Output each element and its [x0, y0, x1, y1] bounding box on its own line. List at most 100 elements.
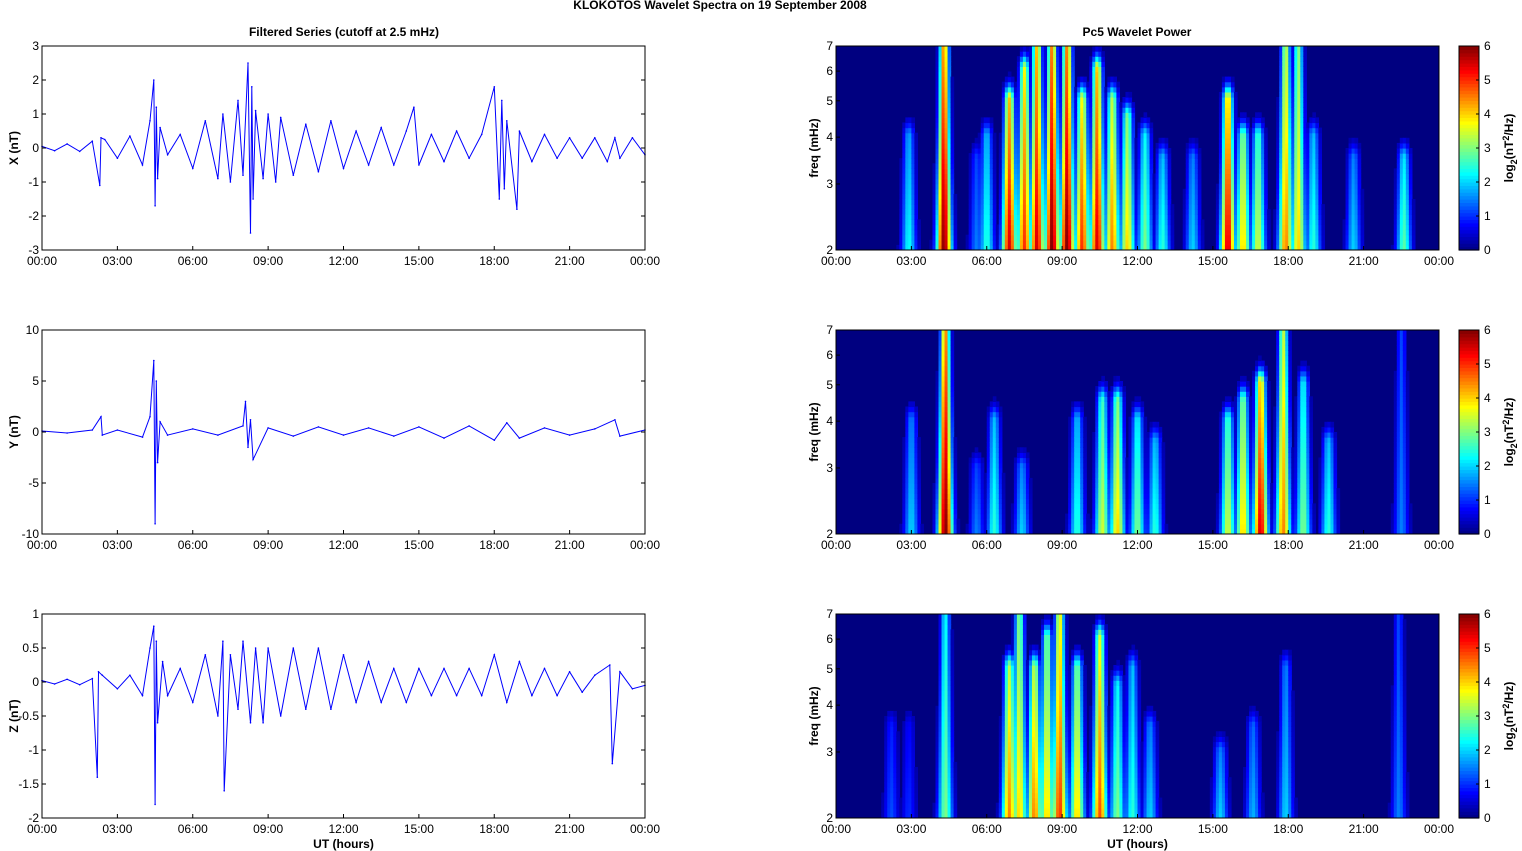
- heatmap-cell: [1243, 132, 1247, 139]
- heatmap-cell: [1101, 158, 1105, 164]
- heatmap-cell: [1025, 71, 1030, 78]
- heatmap-cell: [1297, 142, 1301, 149]
- heatmap-cell: [1068, 86, 1072, 93]
- heatmap-cell: [1221, 229, 1226, 236]
- heatmap-cell: [950, 335, 955, 341]
- heatmap-cell: [1077, 239, 1081, 246]
- heatmap-cell: [1059, 81, 1063, 88]
- heatmap-cell: [1143, 142, 1148, 149]
- heatmap-cell: [1282, 71, 1286, 78]
- heatmap-cell: [1300, 76, 1304, 83]
- heatmap-cell: [995, 432, 1000, 438]
- heatmap-cell: [1227, 142, 1232, 149]
- heatmap-cell: [992, 199, 997, 205]
- heatmap-cell: [1297, 244, 1301, 250]
- heatmap-cell: [1312, 214, 1316, 220]
- heatmap-cell: [995, 452, 1000, 459]
- heatmap-cell: [1098, 214, 1102, 220]
- heatmap-cell: [1240, 224, 1244, 231]
- heatmap-cell: [941, 386, 946, 392]
- heatmap-cell: [1288, 81, 1292, 88]
- heatmap-cell: [1264, 142, 1268, 149]
- heatmap-cell: [1155, 148, 1160, 154]
- heatmap-cell: [980, 199, 985, 205]
- heatmap-cell: [1004, 137, 1009, 144]
- heatmap-cell: [1408, 209, 1413, 215]
- data-point: [149, 415, 151, 418]
- heatmap-cell: [1034, 199, 1039, 205]
- heatmap-cell: [1028, 168, 1033, 175]
- heatmap-cell: [1095, 209, 1099, 215]
- heatmap-cell: [1227, 76, 1232, 83]
- heatmap-cell: [1038, 56, 1042, 62]
- heatmap-cell: [1396, 153, 1401, 159]
- heatmap-cell: [1086, 137, 1090, 144]
- heatmap-cell: [1019, 493, 1024, 499]
- heatmap-cell: [1010, 112, 1015, 118]
- heatmap-cell: [1107, 168, 1111, 175]
- heatmap-cell: [1098, 56, 1102, 62]
- heatmap-cell: [1038, 112, 1042, 118]
- heatmap-cell: [917, 498, 922, 504]
- heatmap-cell: [1056, 148, 1060, 154]
- heatmap-cell: [1309, 127, 1313, 134]
- heatmap-cell: [1001, 472, 1006, 479]
- heatmap-cell: [1227, 173, 1232, 180]
- heatmap-cell: [911, 472, 915, 479]
- heatmap-cell: [1025, 462, 1030, 469]
- heatmap-cell: [1294, 76, 1298, 83]
- heatmap-cell: [971, 193, 976, 200]
- heatmap-cell: [980, 467, 985, 474]
- heatmap-cell: [1059, 148, 1063, 154]
- heatmap-cell: [950, 188, 955, 195]
- heatmap-cell: [1028, 86, 1033, 93]
- heatmap-cell: [1056, 76, 1060, 83]
- heatmap-cell: [947, 483, 952, 489]
- heatmap-cell: [947, 416, 952, 423]
- heatmap-cell: [908, 472, 912, 479]
- heatmap-cell: [1315, 234, 1319, 241]
- heatmap-cell: [1191, 229, 1196, 236]
- heatmap-cell: [902, 239, 906, 246]
- heatmap-cell: [1119, 117, 1124, 124]
- heatmap-cell: [1309, 239, 1313, 246]
- heatmap-cell: [1019, 173, 1024, 180]
- heatmap-cell: [1047, 81, 1051, 88]
- heatmap-cell: [1291, 219, 1295, 226]
- heatmap-cell: [944, 432, 949, 438]
- heatmap-cell: [944, 442, 949, 448]
- heatmap-cell: [1315, 224, 1319, 231]
- heatmap-cell: [1285, 199, 1289, 205]
- heatmap-cell: [1113, 132, 1117, 139]
- heatmap-cell: [905, 127, 909, 134]
- heatmap-cell: [1134, 153, 1139, 159]
- heatmap-cell: [1104, 127, 1108, 134]
- heatmap-cell: [1107, 224, 1111, 231]
- heatmap-cell: [1402, 163, 1407, 169]
- heatmap-cell: [1034, 158, 1039, 164]
- heatmap-cell: [995, 493, 1000, 499]
- data-point: [159, 126, 161, 129]
- heatmap-cell: [1315, 117, 1319, 124]
- heatmap-cell: [1288, 204, 1292, 210]
- heatmap-cell: [1300, 51, 1304, 57]
- heatmap-cell: [1233, 117, 1238, 124]
- heatmap-cell: [938, 386, 943, 392]
- heatmap-cell: [1086, 107, 1090, 113]
- heatmap-cell: [1279, 56, 1283, 62]
- heatmap-cell: [1122, 204, 1127, 210]
- heatmap-cell: [983, 508, 988, 515]
- heatmap-cell: [908, 219, 912, 226]
- x-tick-label: 18:00: [479, 538, 509, 552]
- heatmap-cell: [983, 163, 988, 169]
- heatmap-cell: [1080, 81, 1084, 88]
- heatmap-cell: [1031, 56, 1036, 62]
- heatmap-cell: [1010, 168, 1015, 175]
- heatmap-cell: [1047, 163, 1051, 169]
- heatmap-cell: [1348, 244, 1353, 250]
- heatmap-cell: [1227, 209, 1232, 215]
- heatmap-cell: [1104, 97, 1108, 103]
- x-tick-label: 00:00: [821, 254, 851, 268]
- heatmap-cell: [1258, 132, 1262, 139]
- heatmap-cell: [1255, 193, 1259, 200]
